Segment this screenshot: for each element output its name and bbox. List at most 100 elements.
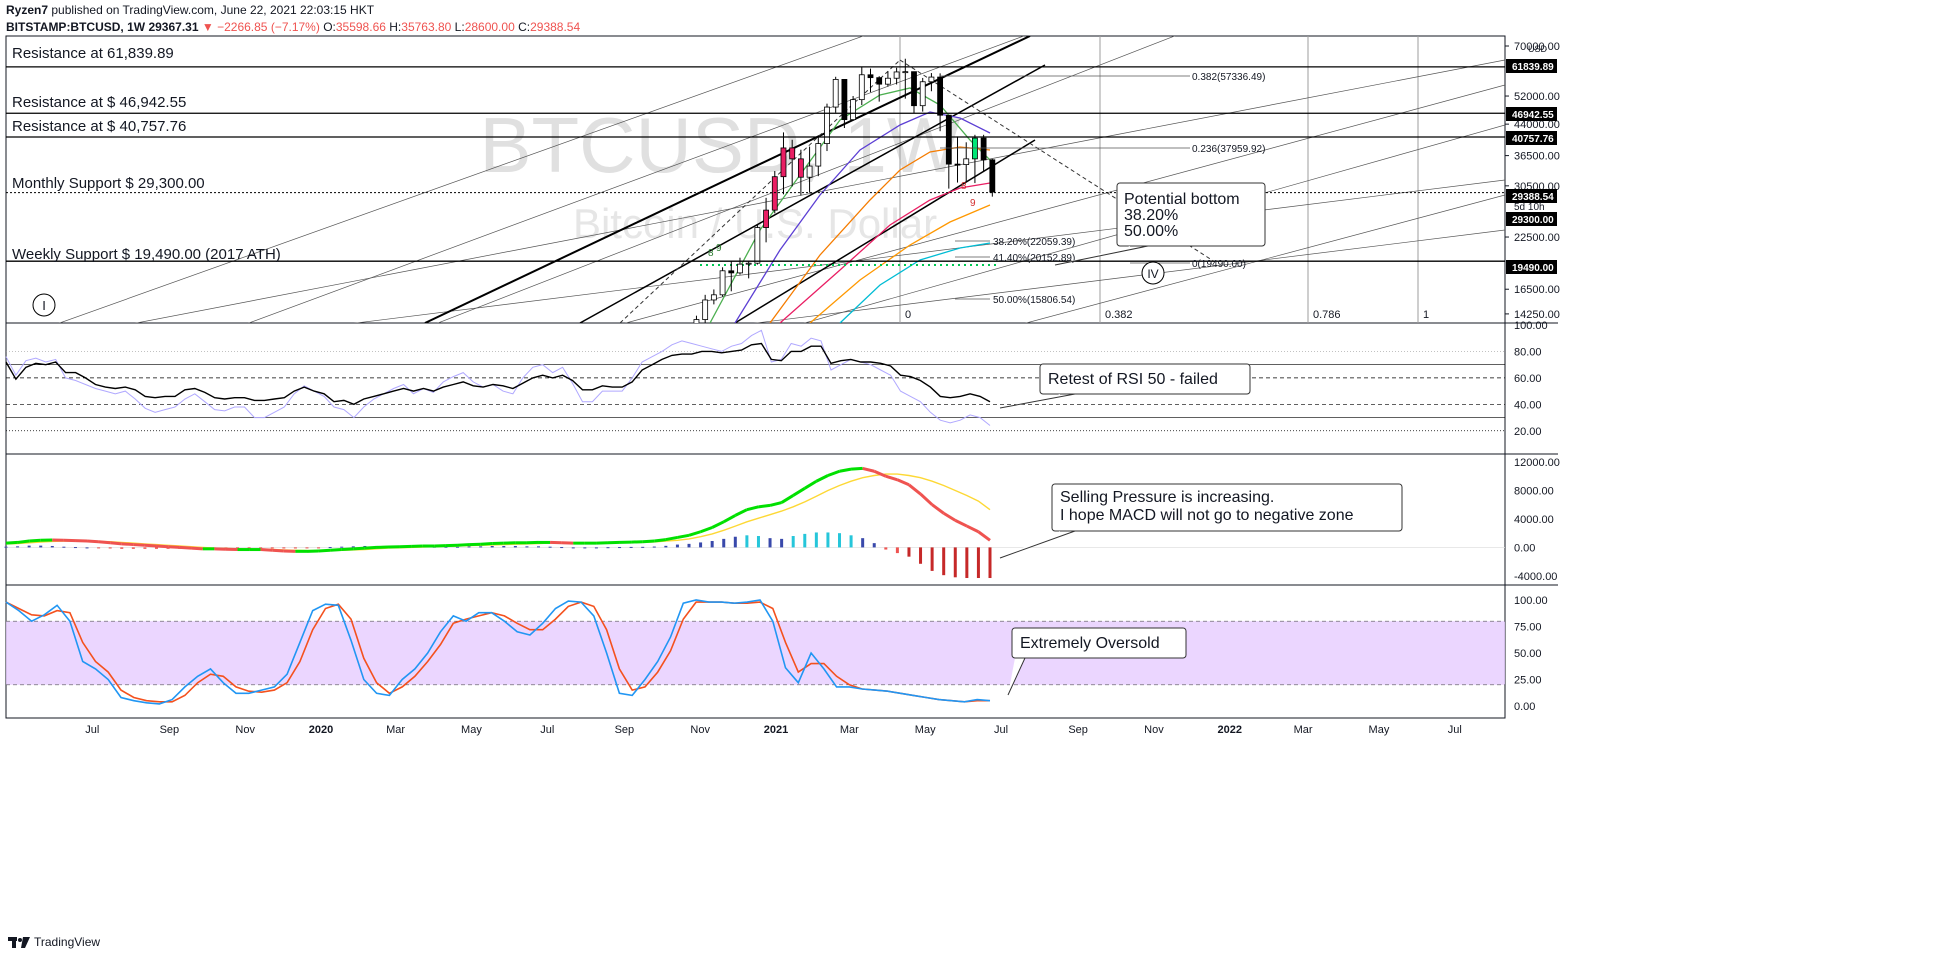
stoch-d-line	[5, 601, 990, 703]
candle	[789, 147, 796, 160]
macd-hist-bar	[444, 546, 448, 548]
footer-brand[interactable]: TradingView	[34, 935, 101, 949]
td-count-label: 8	[961, 181, 967, 192]
candle	[780, 147, 787, 178]
macd-hist-bar	[73, 547, 77, 549]
moving-average-0	[709, 87, 991, 323]
channel-line	[624, 84, 1505, 323]
macd-line-seg	[353, 546, 365, 551]
macd-hist-bar	[525, 546, 529, 548]
time-axis-label: 2022	[1218, 724, 1242, 736]
open-value: 35598.66	[335, 20, 386, 34]
macd-line-seg	[121, 542, 134, 547]
macd-hist-bar	[50, 545, 54, 548]
macd-line-seg	[977, 530, 991, 542]
candle	[754, 227, 761, 264]
rsi-tick-label: 20.00	[1514, 426, 1542, 438]
channel-line	[1024, 194, 1505, 323]
rsi-tick-label: 60.00	[1514, 373, 1542, 385]
macd-line-seg	[144, 543, 157, 548]
level-label-0: Resistance at 61,839.89	[12, 45, 174, 62]
fib-level-label: 50.00%(15806.54)	[993, 295, 1075, 306]
macd-line-seg	[769, 501, 782, 507]
td-count-label: 8	[708, 248, 714, 259]
macd-line-seg	[156, 544, 169, 549]
tradingview-logo-icon	[8, 937, 30, 948]
price-label-box	[1506, 189, 1557, 203]
price-label-box	[1506, 212, 1557, 226]
trend-line-bold	[579, 64, 1046, 323]
macd-hist-bar	[120, 547, 124, 549]
macd-line-seg	[931, 503, 945, 515]
macd-hist-bar	[537, 546, 541, 548]
macd-hist-bar	[467, 546, 471, 548]
wave-label: IV	[1147, 267, 1158, 281]
fib-time-label: 1	[1423, 309, 1429, 321]
macd-line-seg	[364, 545, 377, 550]
publisher-name[interactable]: Ryzen7	[6, 3, 49, 17]
macd-signal-line	[5, 473, 991, 552]
candle	[824, 106, 830, 144]
rsi-tick-label: 40.00	[1514, 399, 1542, 411]
candle	[945, 114, 952, 165]
price-axis-label: 40757.76	[1512, 134, 1554, 145]
symbol-line: BITSTAMP:BTCUSD, 1W 29367.31 ▼ −2266.85 …	[6, 20, 581, 34]
macd-hist-bar	[154, 547, 158, 549]
macd-line-seg	[942, 511, 957, 522]
time-axis-label: 2021	[764, 724, 788, 736]
level-label-1: Resistance at $ 46,942.55	[12, 94, 186, 111]
time-axis-label: Jul	[85, 724, 99, 736]
wave-dash	[619, 59, 901, 323]
candle	[702, 299, 709, 320]
callout-text-2: 50.00%	[1124, 223, 1178, 240]
macd-hist-bar	[895, 547, 899, 554]
macd-hist-bar	[328, 547, 332, 549]
macd-hist-bar	[293, 547, 297, 549]
channel-line	[753, 229, 1505, 323]
macd-line-seg	[133, 543, 146, 547]
trend-line-bold	[424, 36, 1031, 323]
time-axis-label: Sep	[160, 724, 180, 736]
stoch-callout-box	[1011, 627, 1187, 659]
macd-hist-bar	[317, 547, 321, 549]
level-label-2: Resistance at $ 40,757.76	[12, 118, 186, 135]
candle	[832, 79, 839, 108]
macd-line-seg	[330, 548, 342, 552]
macd-hist-bar	[305, 547, 309, 549]
candle	[710, 294, 717, 301]
macd-callout-box	[1051, 483, 1403, 532]
macd-line-seg	[260, 548, 273, 552]
callout-text-0: Potential bottom	[1124, 191, 1240, 208]
candle	[911, 71, 917, 107]
macd-hist-bar	[687, 543, 691, 548]
macd-line-seg	[746, 505, 759, 512]
candle	[841, 79, 848, 121]
candle	[893, 71, 900, 79]
macd-hist-bar	[988, 547, 992, 579]
price-label-box	[1506, 59, 1557, 73]
td-count-label: 9	[716, 243, 722, 254]
macd-line-seg	[642, 539, 655, 544]
macd-line-seg	[191, 546, 203, 551]
candle	[815, 143, 822, 167]
candle	[928, 76, 935, 83]
candle	[850, 99, 856, 121]
macd-hist-bar	[513, 545, 517, 548]
candle	[972, 137, 978, 160]
low-value: 28600.00	[464, 20, 515, 34]
macd-line-seg	[341, 547, 354, 552]
price-tick-label: 70000.00	[1514, 41, 1560, 53]
rsi-callout-text: Retest of RSI 50 - failed	[1048, 371, 1218, 388]
macd-line-seg	[815, 474, 829, 483]
price-axis-label: 29388.54	[1512, 192, 1554, 203]
macd-line-seg	[758, 503, 771, 509]
time-axis-label: Nov	[235, 724, 255, 736]
macd-hist-bar	[965, 547, 969, 579]
macd-line-seg	[5, 540, 18, 545]
moving-average-2	[769, 146, 991, 323]
macd-line-seg	[688, 530, 702, 537]
macd-hist-bar	[131, 547, 135, 549]
channel-line	[58, 36, 865, 323]
